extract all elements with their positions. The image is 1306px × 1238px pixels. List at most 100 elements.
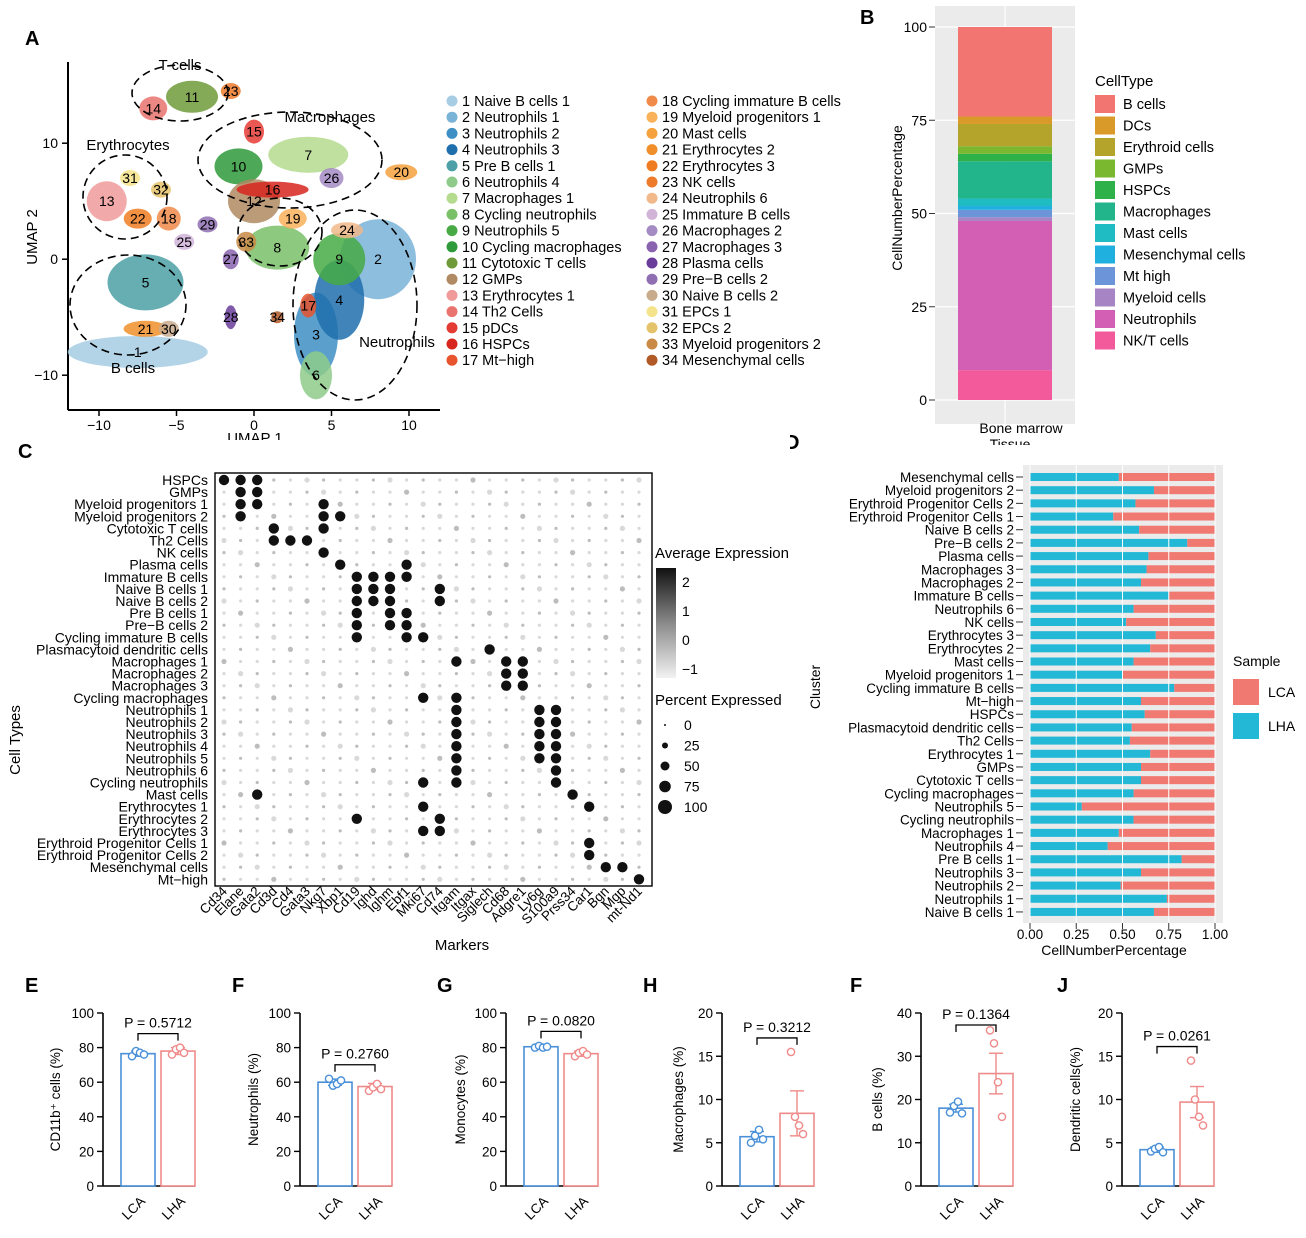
dotplot-dot [371,635,375,639]
dotplot-dot [338,829,342,833]
dotplot-dot [288,853,292,857]
dotplot-dot [337,743,343,749]
dotplot-dot [252,474,263,486]
dotplot-dot [371,659,375,664]
umap-cluster-number: 25 [176,234,192,250]
dotplot-dot [503,501,509,507]
dotplot-dot [604,478,608,482]
d-row-label: Neutrophils 3 [934,865,1014,880]
bar-x-label: LHA [1178,1194,1207,1223]
dotplot-row-label: Cytotoxic T cells [107,520,208,536]
dotplot-dot [271,755,277,761]
dotplot-dot [521,780,525,785]
dotplot-dot [222,732,226,736]
dotplot-dot [355,490,359,494]
umap-legend-label: 19 Myeloid progenitors 1 [662,110,821,126]
dotplot-row-label: Erythroid Progenitor Cells 1 [37,835,208,851]
dotplot-dot [239,877,243,881]
dotplot-dot [554,611,558,615]
b-bar-segment [958,209,1052,218]
dotplot-dot [471,877,475,881]
bar-y-tick-label: 30 [897,1049,912,1064]
dotplot-dot [454,865,458,869]
b-bar-segment [958,220,1052,371]
bar-panel-6: J 0 5 10 15 20 Dendritic cells(%) LCA LHA P = 0.0… [1057,975,1215,1223]
dotplot-dot [537,659,542,664]
umap-y-tick-label: 10 [42,135,58,151]
dotplot-dot [305,865,309,869]
dotplot-dot [504,720,508,724]
dotplot-dot [587,768,591,772]
bar-y-tick-label: 10 [1098,1093,1113,1108]
dotplot-dot [221,598,227,604]
dotplot-dot [438,551,442,555]
dotplot-row-label: Neutrophils 2 [126,714,209,730]
dotplot-dot [355,865,359,869]
bar-x-label: LCA [1138,1194,1167,1223]
dotplot-dot [401,559,412,570]
dotplot-dot [554,587,558,591]
dotplot-dot [384,571,396,582]
dotplot-dot [388,647,392,651]
dotplot-dot [421,877,425,881]
d-row-label: Naive B cells 1 [925,905,1014,920]
dotplot-row-label: Macrophages 2 [111,666,208,682]
d-bar-lca [1131,723,1215,732]
dotplot-dot [471,514,475,518]
umap-cluster-number: 30 [161,321,177,337]
dotplot-dot [488,526,492,530]
dotplot-dot [239,526,243,530]
bar-y-tick-label: 100 [474,1006,497,1021]
dotplot-dot [554,502,558,506]
dotplot-dot [637,732,641,736]
dotplot-dot [453,646,459,652]
dotplot-dot [604,611,608,615]
b-legend-label: B cells [1123,97,1166,113]
macrophages-outline [197,111,383,209]
dotplot-dot [371,514,375,518]
dotplot-dot [451,704,462,716]
dotplot-dot [272,720,276,724]
dotplot-dot [553,477,559,483]
dotplot-dot [571,575,575,579]
dotplot-dot [371,841,375,845]
dotplot-dot [454,502,458,506]
d-bar-lha [1030,802,1082,811]
dotplot-dot [504,599,508,603]
dotplot-dot [503,864,509,870]
umap-legend-label: 12 GMPs [462,272,522,288]
dotplot-dot [504,817,508,821]
umap-legend-swatch [446,273,458,285]
dotplot-dot [637,817,641,821]
dotplot-dot [520,755,526,761]
dotplot-dot [521,793,525,797]
d-bar-lha [1030,552,1149,561]
dotplot-dot [586,864,592,870]
bar-y-tick-label: 10 [897,1136,912,1151]
dotplot-dot [571,659,575,664]
dotplot-dot [322,720,326,724]
umap-cluster-number: 20 [393,164,409,180]
dotplot-dot [288,877,292,881]
dotplot-dot [503,562,509,568]
dotplot-dot [371,684,375,688]
bar-y-tick-label: 60 [482,1075,497,1090]
dotplot-dot [272,587,276,591]
d-row-label: Naive B cells 2 [925,523,1014,538]
group-label-neu: Neutrophils [359,334,435,351]
dotplot-dot [388,526,392,530]
umap-legend-swatch [446,225,458,237]
dotplot-dot [387,779,393,786]
dotplot-dot [255,514,259,518]
dotplot-dot [387,537,393,544]
dotplot-dot [471,575,475,579]
data-point [1194,1112,1204,1122]
umap-cluster-10 [214,148,263,185]
bar-y-tick-label: 15 [1098,1049,1113,1064]
b-legend-swatch [1095,95,1115,113]
dotplot-dot [338,853,342,857]
dotplot-dot [354,513,360,519]
dotplot-dot [421,841,425,845]
dotplot-dot [454,575,458,579]
umap-cluster-19 [278,208,307,229]
